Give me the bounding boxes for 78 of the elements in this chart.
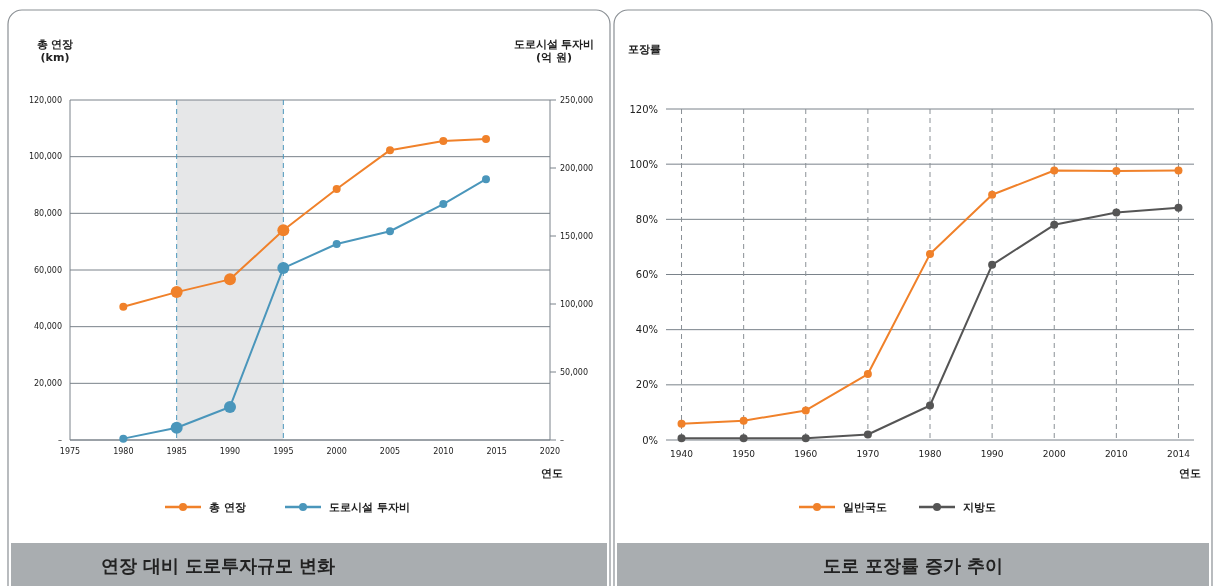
point [1174,166,1183,175]
point [926,250,934,259]
y-tick-label: 20,000 [34,379,62,389]
point [863,430,872,439]
y-tick-label: – [58,435,62,445]
x-tick-label: 2005 [379,447,401,456]
text: 도로 포장률 증가 추이 [822,555,1004,577]
y-tick-label: 60,000 [34,265,62,275]
point [332,240,341,249]
x-tick-label: 1940 [670,449,694,459]
x-tick-label: 2015 [486,447,507,456]
y-tick-label: 40,000 [34,322,62,332]
point [988,190,997,199]
point [988,260,997,269]
y-tick-label: 40% [635,324,658,336]
point [439,137,448,146]
y-tick-label: 20% [635,379,658,391]
point [677,434,686,443]
point [739,434,748,443]
x-tick-label: 2000 [326,447,347,456]
point [386,146,394,155]
x-tick-label: 2020 [539,447,561,456]
x-axis-title: 연도 [1179,467,1201,480]
y-tick-label: 80,000 [34,209,62,219]
y-tick-label: 120,000 [28,95,62,105]
point [926,401,934,410]
point [1050,166,1059,175]
point [1174,203,1183,212]
x-tick-label: 1980 [113,447,134,456]
point [439,200,448,209]
legend-label: 지방도 [962,500,996,514]
x-tick-label: 2000 [1042,449,1066,459]
y2-tick-label: 200,000 [560,163,594,173]
point [332,184,341,193]
text: 연장 대비 도로투자규모 변화 [100,555,336,577]
y2-tick-label: 250,000 [560,95,594,105]
point [119,302,128,311]
y-tick-label: 60% [635,269,658,280]
y-tick-label: 120% [629,103,658,115]
point [1112,208,1121,217]
point [1112,167,1121,176]
point [801,406,810,415]
x-tick-label: 1970 [856,449,880,459]
point [482,175,490,184]
legend-label: 도로시설 투자비 [329,500,410,514]
point [801,434,810,443]
legend-label: 총 연장 [209,500,246,514]
y-tick-label: 0% [642,434,658,446]
y2-tick-label: 100,000 [560,299,594,309]
point [386,227,394,236]
point [677,419,686,428]
point [119,434,128,443]
x-tick-label: 1995 [273,447,294,456]
x-tick-label: 2010 [1104,449,1129,459]
y-tick-label: 100,000 [28,152,62,162]
x-axis-title: 연도 [541,467,563,480]
y-axis-title: 총 연장 (km) [36,38,74,65]
x-tick-label: 1960 [794,449,818,459]
y2-tick-label: 150,000 [560,231,594,241]
x-tick-label: 1975 [59,447,81,456]
y2-tick-label: – [560,435,564,445]
point [739,416,748,425]
point [1050,220,1059,229]
x-tick-label: 2014 [1167,449,1191,459]
y-tick-label: 100% [629,158,658,170]
y-tick-label: 80% [635,213,658,225]
y2-axis-title: 도로시설 투자비 (억 원) [513,38,595,65]
y2-tick-label: 50,000 [560,367,588,377]
y-axis-title: 포장률 [627,43,661,56]
x-tick-label: 1985 [166,447,187,456]
point [482,135,490,144]
x-tick-label: 1990 [980,449,1004,459]
x-tick-label: 1990 [219,447,241,456]
point [863,370,872,379]
legend-label: 일반국도 [843,500,887,514]
x-tick-label: 1980 [918,449,942,459]
x-tick-label: 2010 [433,447,454,456]
x-tick-label: 1950 [732,449,756,459]
